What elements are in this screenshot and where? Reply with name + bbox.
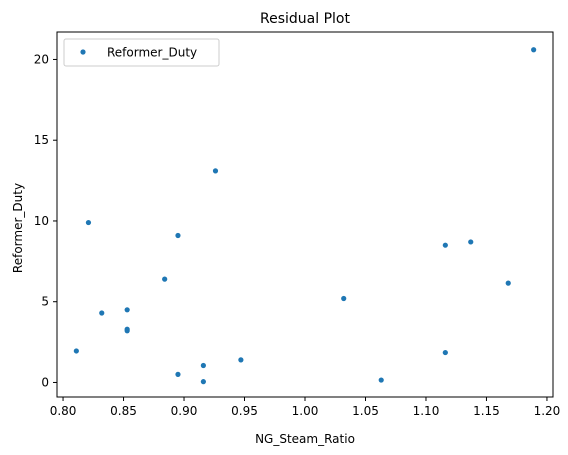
plot-frame <box>56 31 554 398</box>
x-tick-label: 1.15 <box>473 404 500 418</box>
x-tick-label: 0.80 <box>50 404 77 418</box>
chart-title: Residual Plot <box>260 11 350 27</box>
x-tick-label: 1.20 <box>534 404 561 418</box>
x-tick-label: 1.00 <box>292 404 319 418</box>
y-tick-label: 20 <box>34 52 49 66</box>
x-tick-label: 0.95 <box>231 404 258 418</box>
y-tick-label: 5 <box>41 295 49 309</box>
data-point <box>175 371 181 377</box>
data-point <box>442 242 448 248</box>
data-point <box>175 232 181 239</box>
y-axis-label: Reformer_Duty <box>11 183 25 273</box>
x-tick-label: 0.90 <box>171 404 198 418</box>
data-point <box>99 310 105 316</box>
data-point <box>505 280 511 286</box>
x-tick-label: 0.85 <box>110 404 137 418</box>
legend-box <box>63 38 220 67</box>
x-tick-label: 1.05 <box>352 404 379 418</box>
x-axis-ticks: 0.80 0.85 0.90 0.95 1.00 1.05 1.10 1.15 1.20 <box>50 397 561 418</box>
legend-marker <box>80 49 86 55</box>
data-point <box>341 295 347 302</box>
data-point <box>212 168 219 174</box>
data-point <box>468 239 474 245</box>
data-point <box>73 348 79 354</box>
data-point <box>200 362 206 369</box>
x-axis-label: NG_Steam_Ratio <box>255 432 355 446</box>
data-point <box>442 349 448 356</box>
data-point <box>531 47 537 53</box>
data-point <box>124 328 130 334</box>
data-point <box>378 377 384 383</box>
data-point <box>124 307 130 313</box>
legend: Reformer_Duty <box>63 38 220 67</box>
scatter-points <box>73 47 537 385</box>
y-tick-label: 15 <box>34 133 49 147</box>
y-axis-ticks: 0 5 10 15 20 <box>34 52 57 389</box>
data-point <box>200 379 206 385</box>
data-point <box>238 357 244 363</box>
x-tick-label: 1.10 <box>413 404 440 418</box>
data-point <box>85 219 92 226</box>
y-tick-label: 10 <box>34 214 49 228</box>
legend-label-reformer-duty: Reformer_Duty <box>107 46 197 60</box>
data-point <box>162 276 168 282</box>
y-tick-label: 0 <box>41 375 49 389</box>
